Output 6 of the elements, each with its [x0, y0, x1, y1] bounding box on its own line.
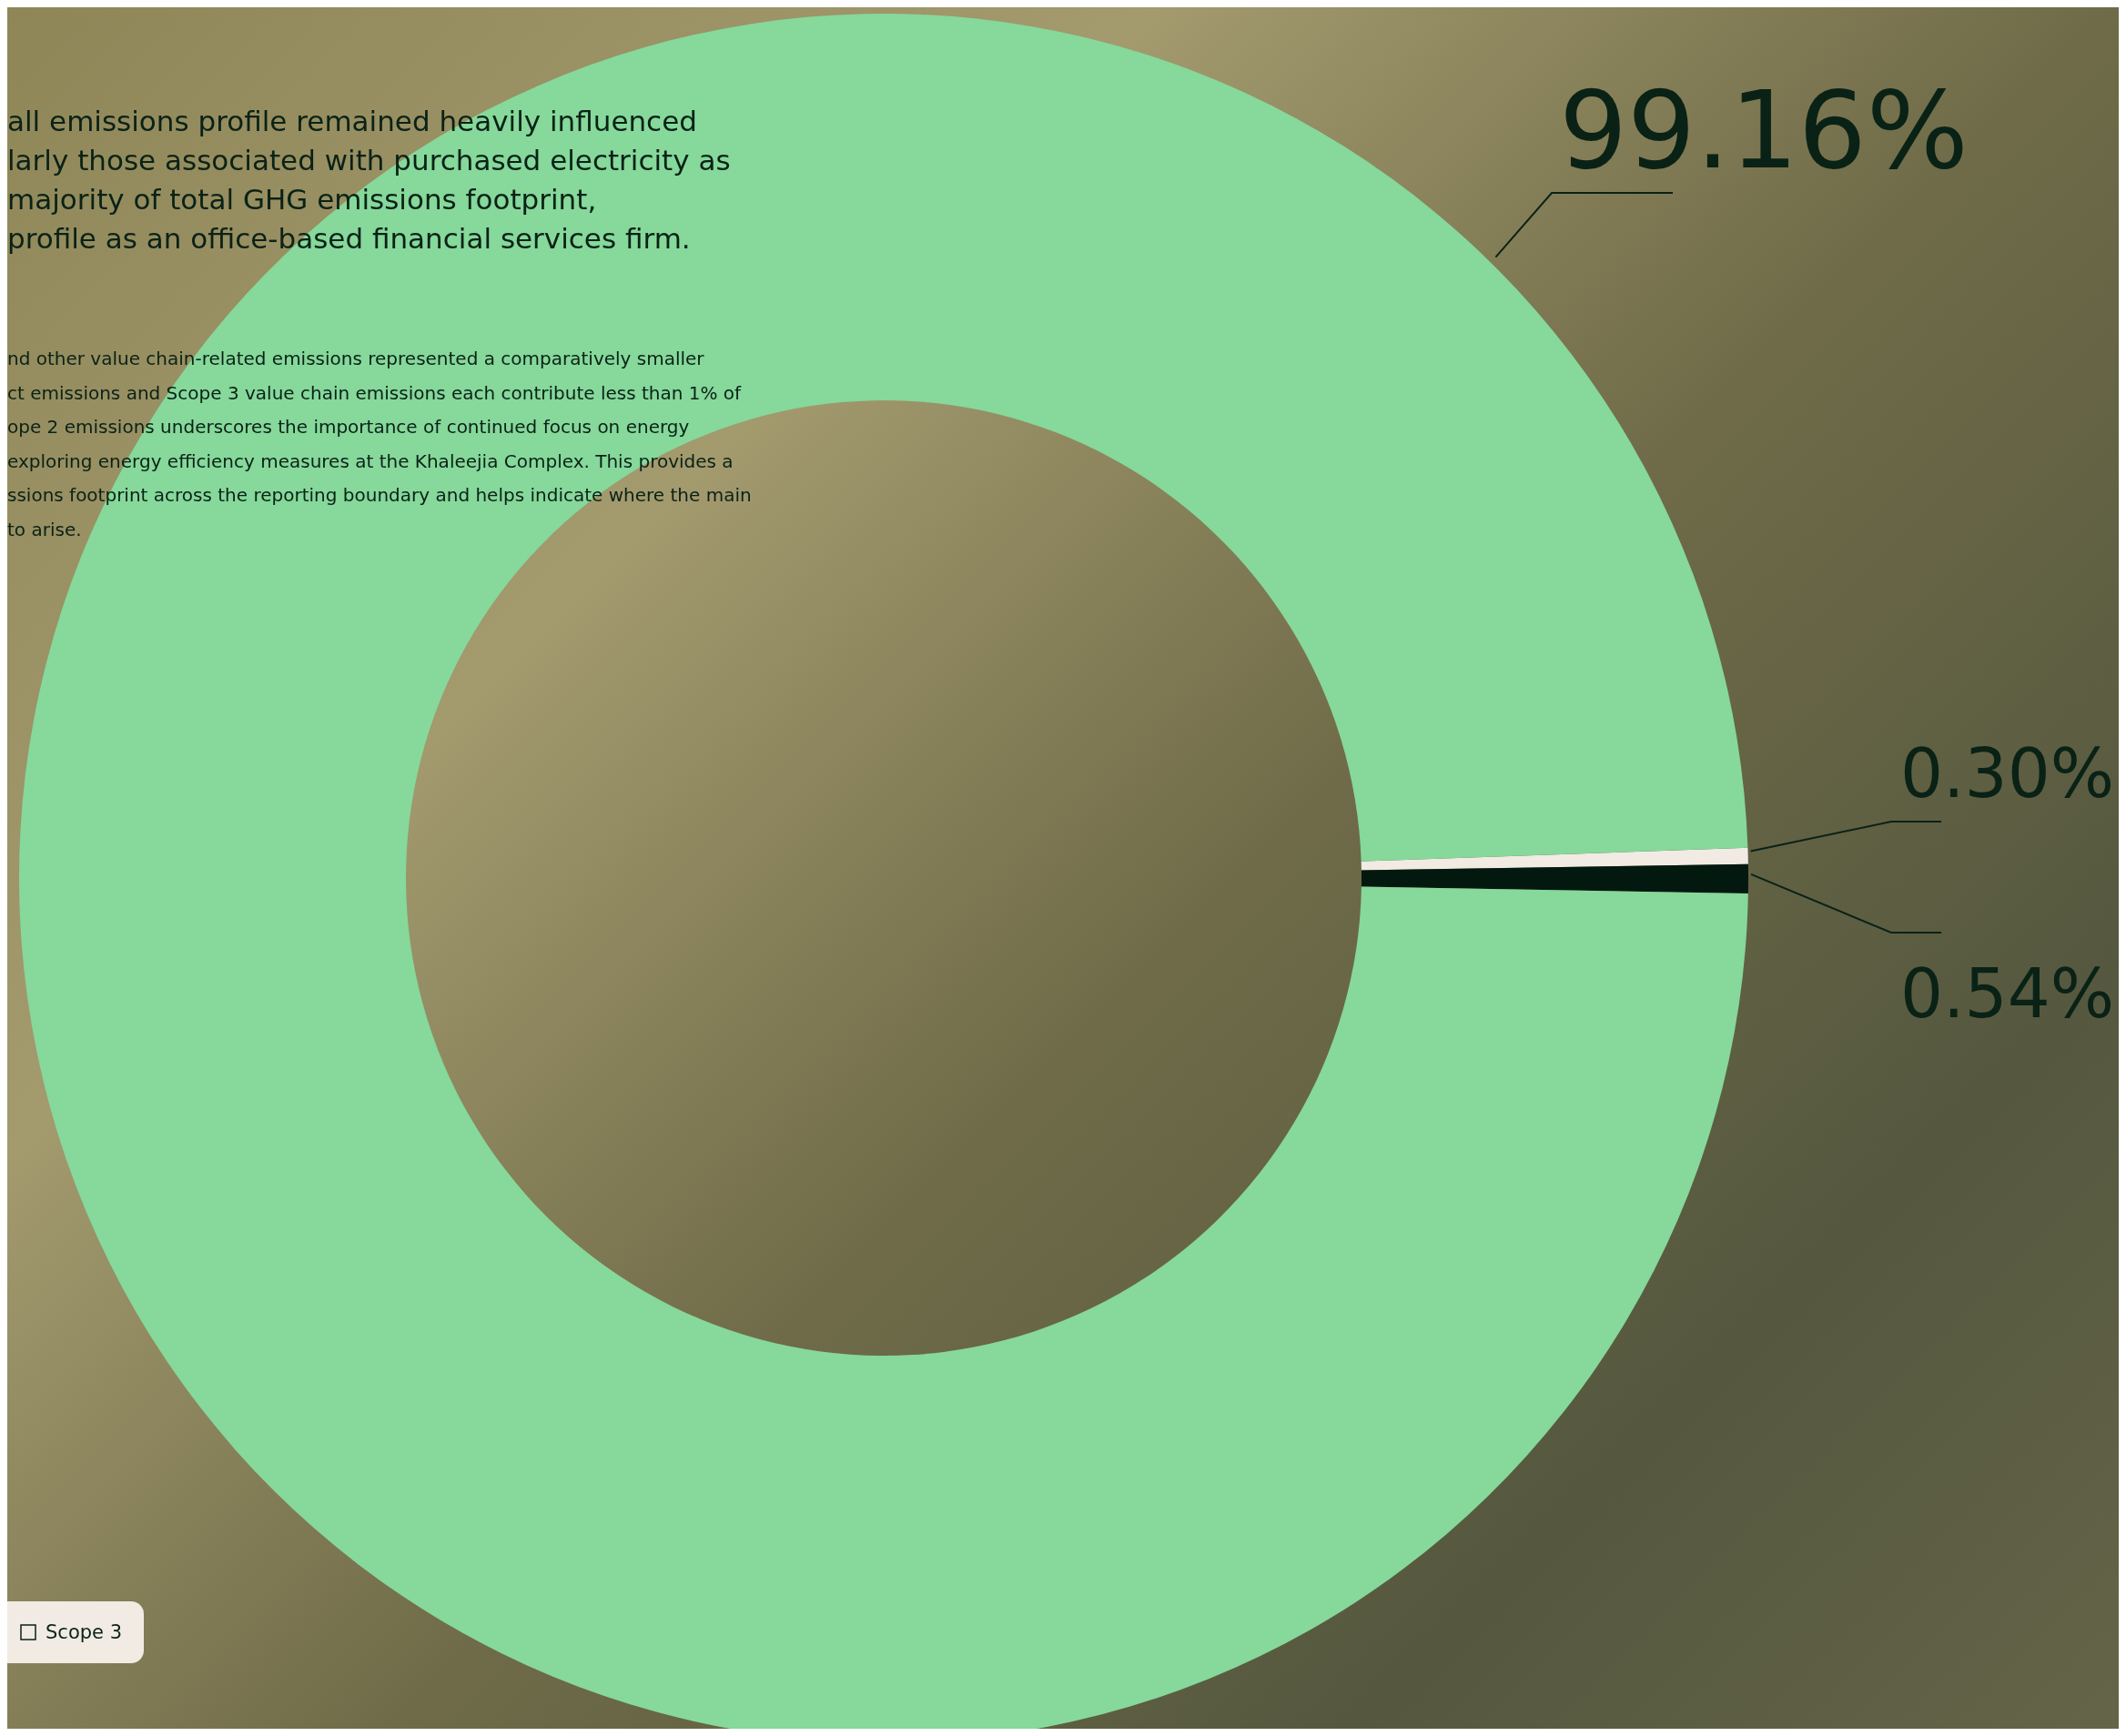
data-label: 0.30% [1900, 734, 2115, 812]
text: nd other value chain-related emissions represented a comparatively smaller ct emissions and Scope 3 value chain emissions each contribute less than 1% of ope 2 emissions underscores the importance of continued focus on energy exploring energy efficiency measures at the Khaleejia Complex. This provides a ssions footprint across the reporting boundary and helps indicate where the main to arise. [7, 347, 752, 542]
data-label: 99.16% [1559, 67, 1969, 193]
legend-label: Scope 3 [46, 1621, 123, 1643]
data-label: 0.54% [1900, 954, 2115, 1033]
text: all emissions profile remained heavily influenced larly those associated with purchased electricity as majority of total GHG emissions footprint, profile as an office-based financial services firm. [7, 104, 731, 257]
